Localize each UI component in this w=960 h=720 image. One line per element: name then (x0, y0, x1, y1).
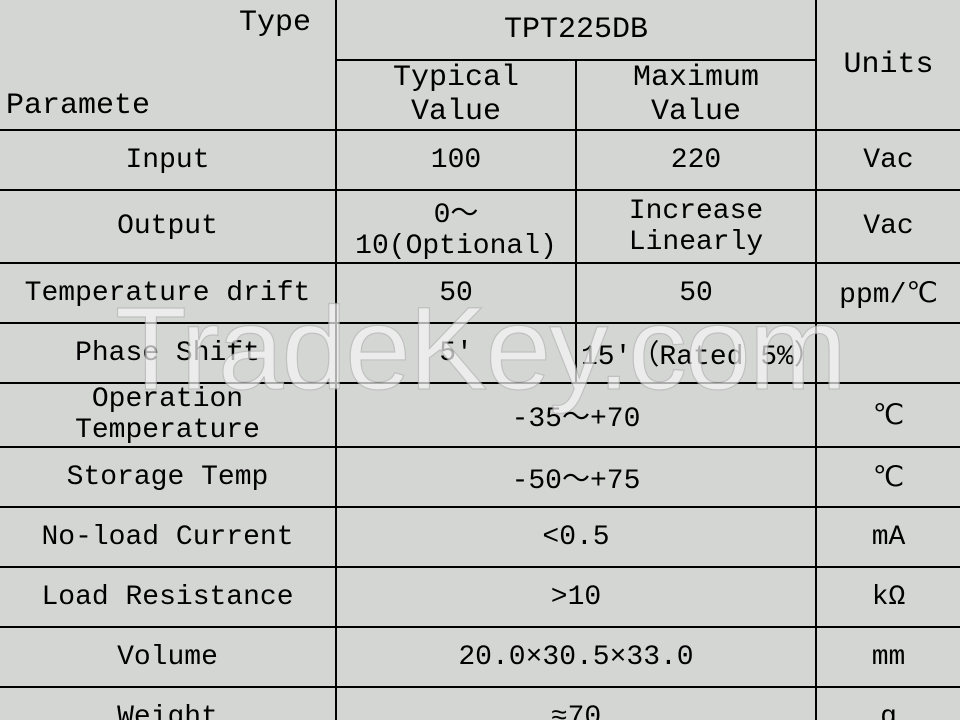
cell-maximum: 15′（Rated 5%） (576, 323, 816, 383)
cell-parameter: Temperature drift (0, 263, 336, 323)
table-row: Output0～10(Optional)Increase LinearlyVac (0, 190, 960, 263)
header-corner: Type Paramete (0, 0, 336, 130)
cell-units: ppm/℃ (816, 263, 960, 323)
cell-value-merged: >10 (336, 567, 816, 627)
cell-parameter: Storage Temp (0, 447, 336, 507)
table-canvas: Type Paramete TPT225DBUnits Typical ValueMa… (0, 0, 960, 720)
cell-parameter: Volume (0, 627, 336, 687)
cell-typical: 0～10(Optional) (336, 190, 576, 263)
table-row: Temperature drift5050ppm/℃ (0, 263, 960, 323)
cell-parameter: Input (0, 130, 336, 190)
header-maximum: Maximum Value (576, 60, 816, 130)
cell-units: Vac (816, 190, 960, 263)
cell-typical: 5′ (336, 323, 576, 383)
cell-parameter: Output (0, 190, 336, 263)
cell-units: kΩ (816, 567, 960, 627)
cell-units: g (816, 687, 960, 720)
table-row: Storage Temp-50～+75℃ (0, 447, 960, 507)
cell-parameter: Operation Temperature (0, 383, 336, 447)
cell-typical: 50 (336, 263, 576, 323)
cell-typical: 100 (336, 130, 576, 190)
cell-maximum: 220 (576, 130, 816, 190)
cell-parameter: Phase Shift (0, 323, 336, 383)
cell-value-merged: 20.0×30.5×33.0 (336, 627, 816, 687)
table-row: Load Resistance>10kΩ (0, 567, 960, 627)
cell-value-merged: -50～+75 (336, 447, 816, 507)
cell-maximum: Increase Linearly (576, 190, 816, 263)
header-parameter-label: Paramete (6, 89, 150, 123)
cell-value-merged: -35～+70 (336, 383, 816, 447)
table-row: Weight≈70g (0, 687, 960, 720)
cell-units: Vac (816, 130, 960, 190)
header-typical: Typical Value (336, 60, 576, 130)
table-row: Operation Temperature-35～+70℃ (0, 383, 960, 447)
cell-parameter: Load Resistance (0, 567, 336, 627)
cell-units (816, 323, 960, 383)
table-row: Volume20.0×30.5×33.0mm (0, 627, 960, 687)
cell-parameter: Weight (0, 687, 336, 720)
header-type-label: Type (239, 6, 311, 40)
cell-units: mm (816, 627, 960, 687)
table-row: Input100220Vac (0, 130, 960, 190)
cell-units: ℃ (816, 383, 960, 447)
header-units: Units (816, 0, 960, 130)
cell-value-merged: <0.5 (336, 507, 816, 567)
header-model: TPT225DB (336, 0, 816, 60)
table-row: No-load Current<0.5mA (0, 507, 960, 567)
cell-value-merged: ≈70 (336, 687, 816, 720)
spec-table: Type Paramete TPT225DBUnits Typical ValueMa… (0, 0, 960, 720)
cell-units: ℃ (816, 447, 960, 507)
cell-units: mA (816, 507, 960, 567)
table-row: Phase Shift5′15′（Rated 5%） (0, 323, 960, 383)
cell-parameter: No-load Current (0, 507, 336, 567)
cell-maximum: 50 (576, 263, 816, 323)
